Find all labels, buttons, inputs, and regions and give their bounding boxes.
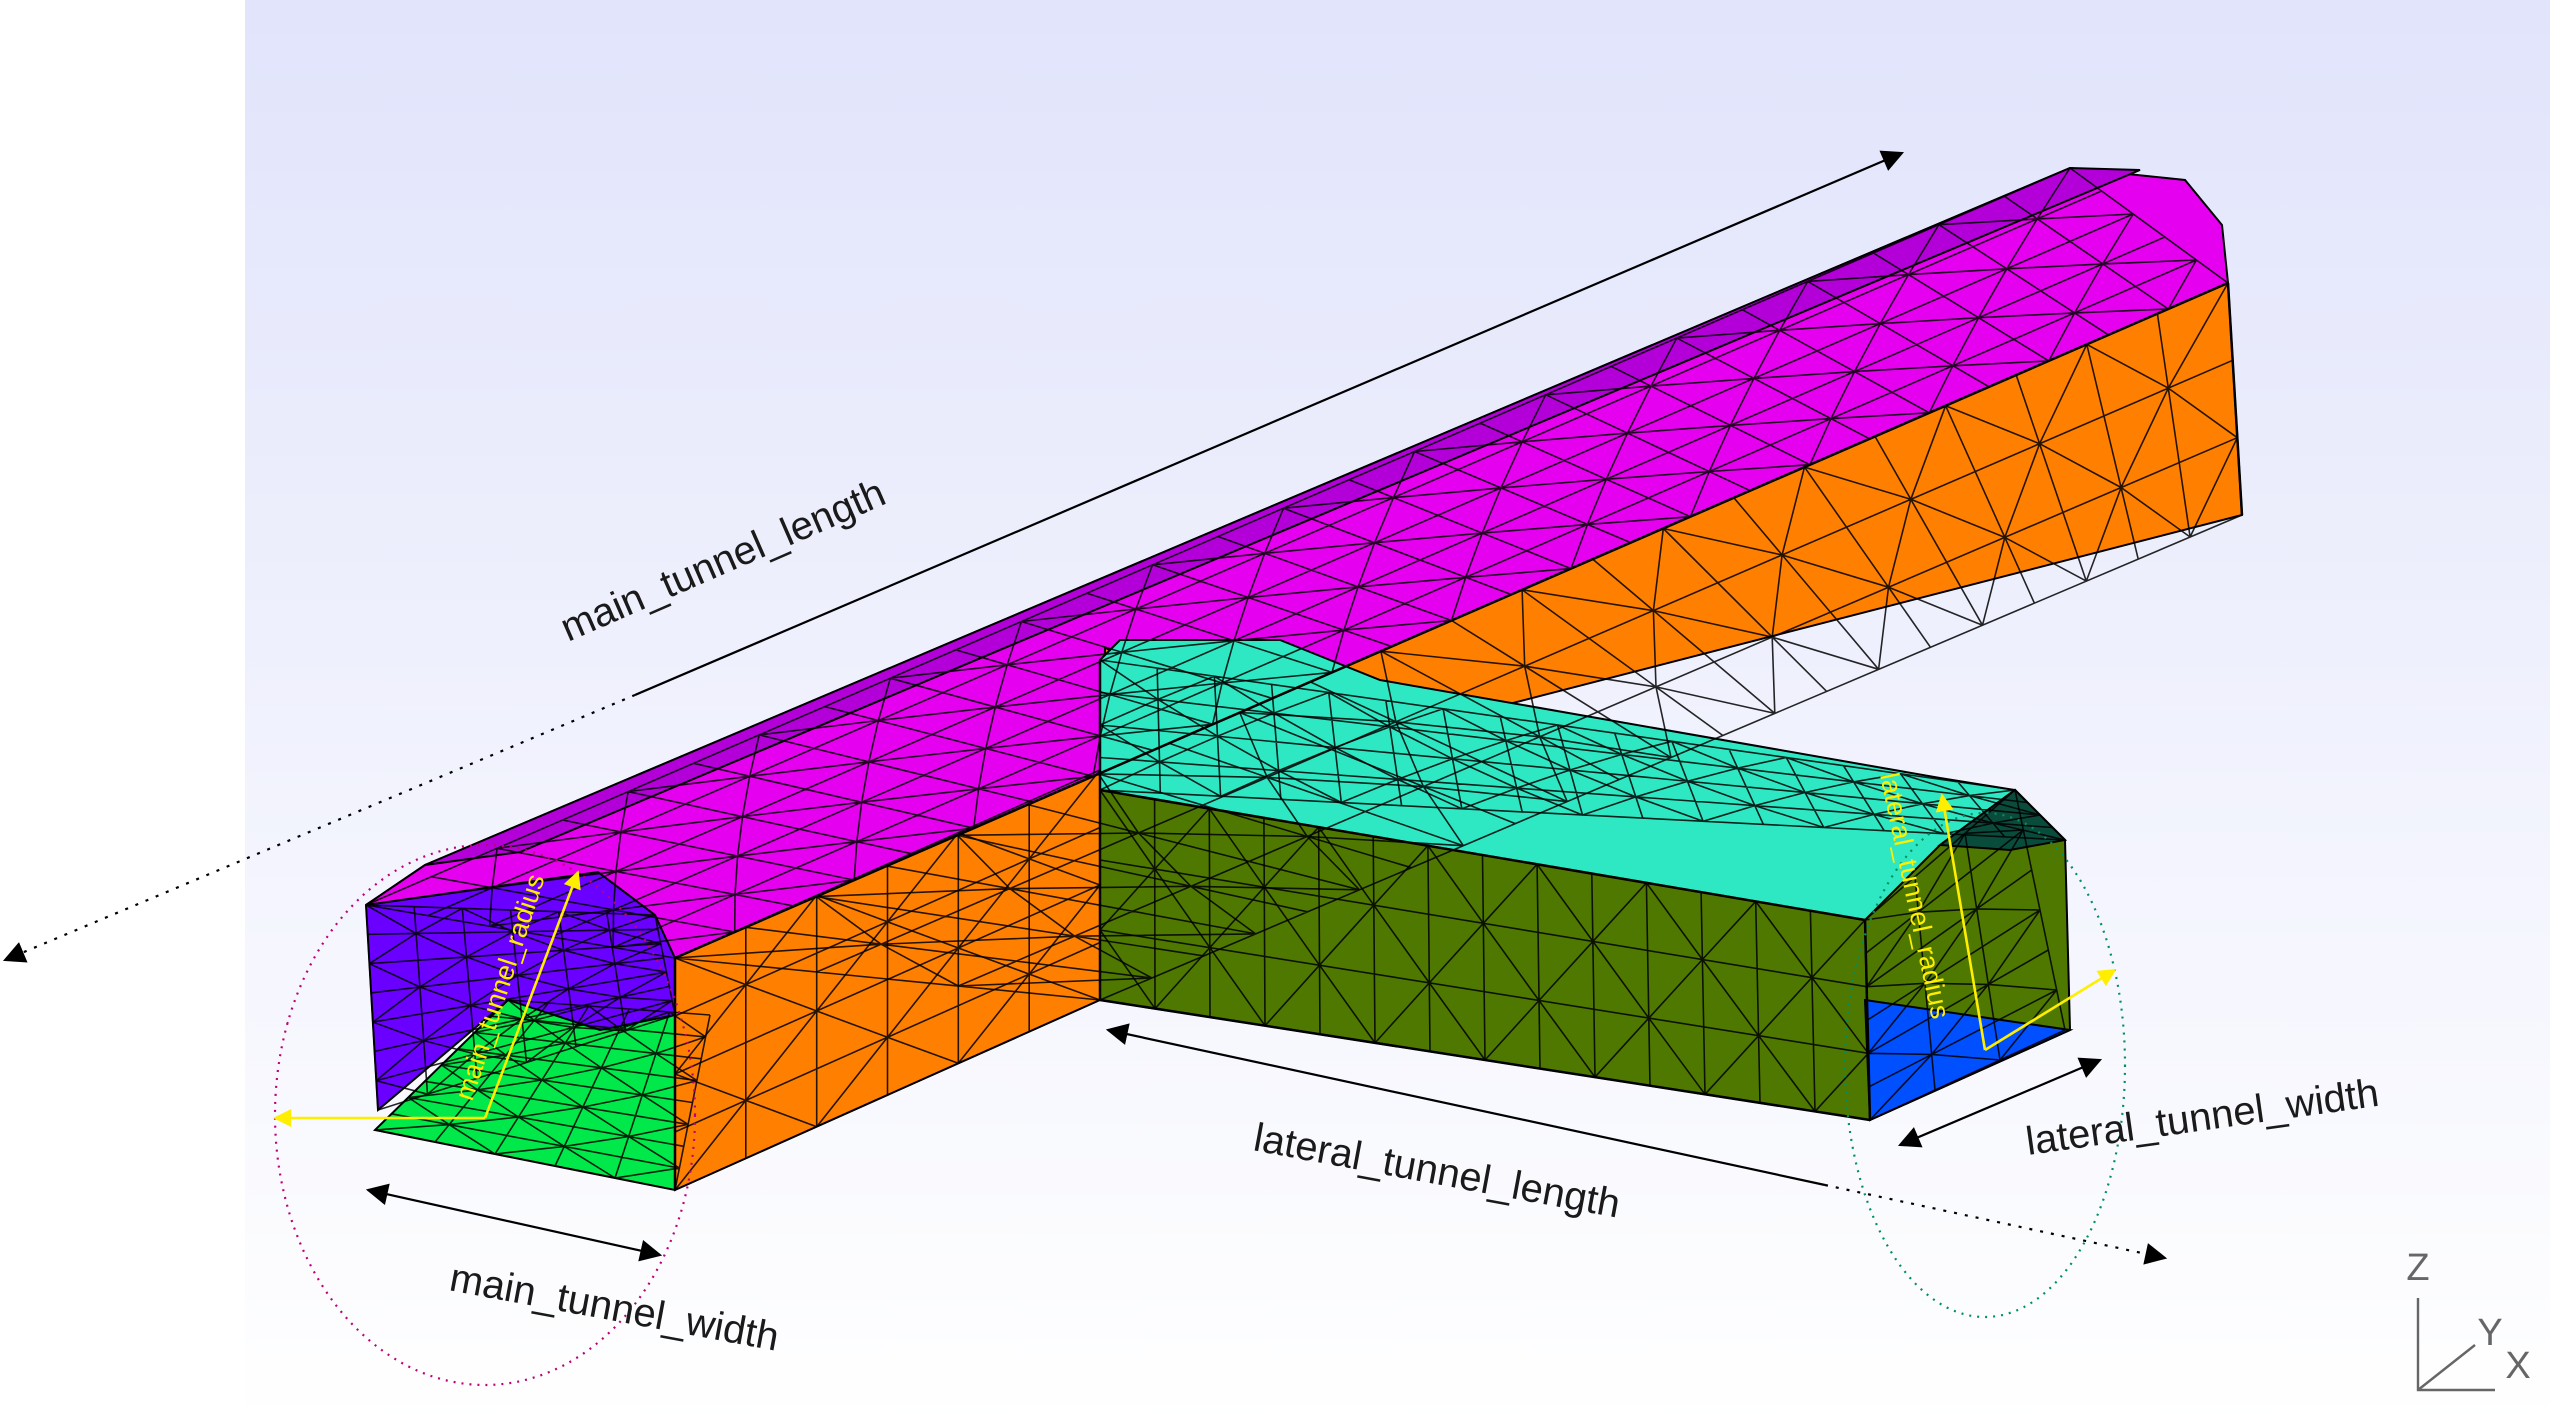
lateral-length-extension — [1824, 1183, 2168, 1265]
lateral-section-ellipse — [1843, 811, 2127, 1319]
triangle-mesh-overlay — [365, 167, 2243, 1191]
axis-triad: Z Y X — [2406, 1247, 2531, 1392]
main-length-arrow — [634, 150, 1905, 697]
main-tunnel-roof-crown — [424, 166, 2141, 866]
main-width-arrow — [365, 1183, 663, 1262]
axis-z-label: Z — [2406, 1247, 2429, 1289]
lateral-width-arrow — [1897, 1057, 2103, 1148]
dimension-lines — [2, 150, 2168, 1265]
lateral-radius-vertical-arrow — [1935, 793, 1987, 1051]
main-radius-arrow — [483, 870, 581, 1119]
axis-y-line — [2417, 1344, 2476, 1391]
main-length-extension — [2, 693, 636, 963]
axis-y-label: Y — [2477, 1312, 2502, 1354]
mesh-edges — [374, 999, 711, 1191]
tunnel-edges — [673, 281, 2244, 1190]
lateral-radius-arrow — [1984, 968, 2117, 1052]
axis-x-label: X — [2505, 1345, 2530, 1387]
main-section-ellipse — [273, 843, 697, 1387]
lateral-length-arrow — [1105, 1023, 1826, 1187]
radius-annotations — [273, 793, 2117, 1127]
